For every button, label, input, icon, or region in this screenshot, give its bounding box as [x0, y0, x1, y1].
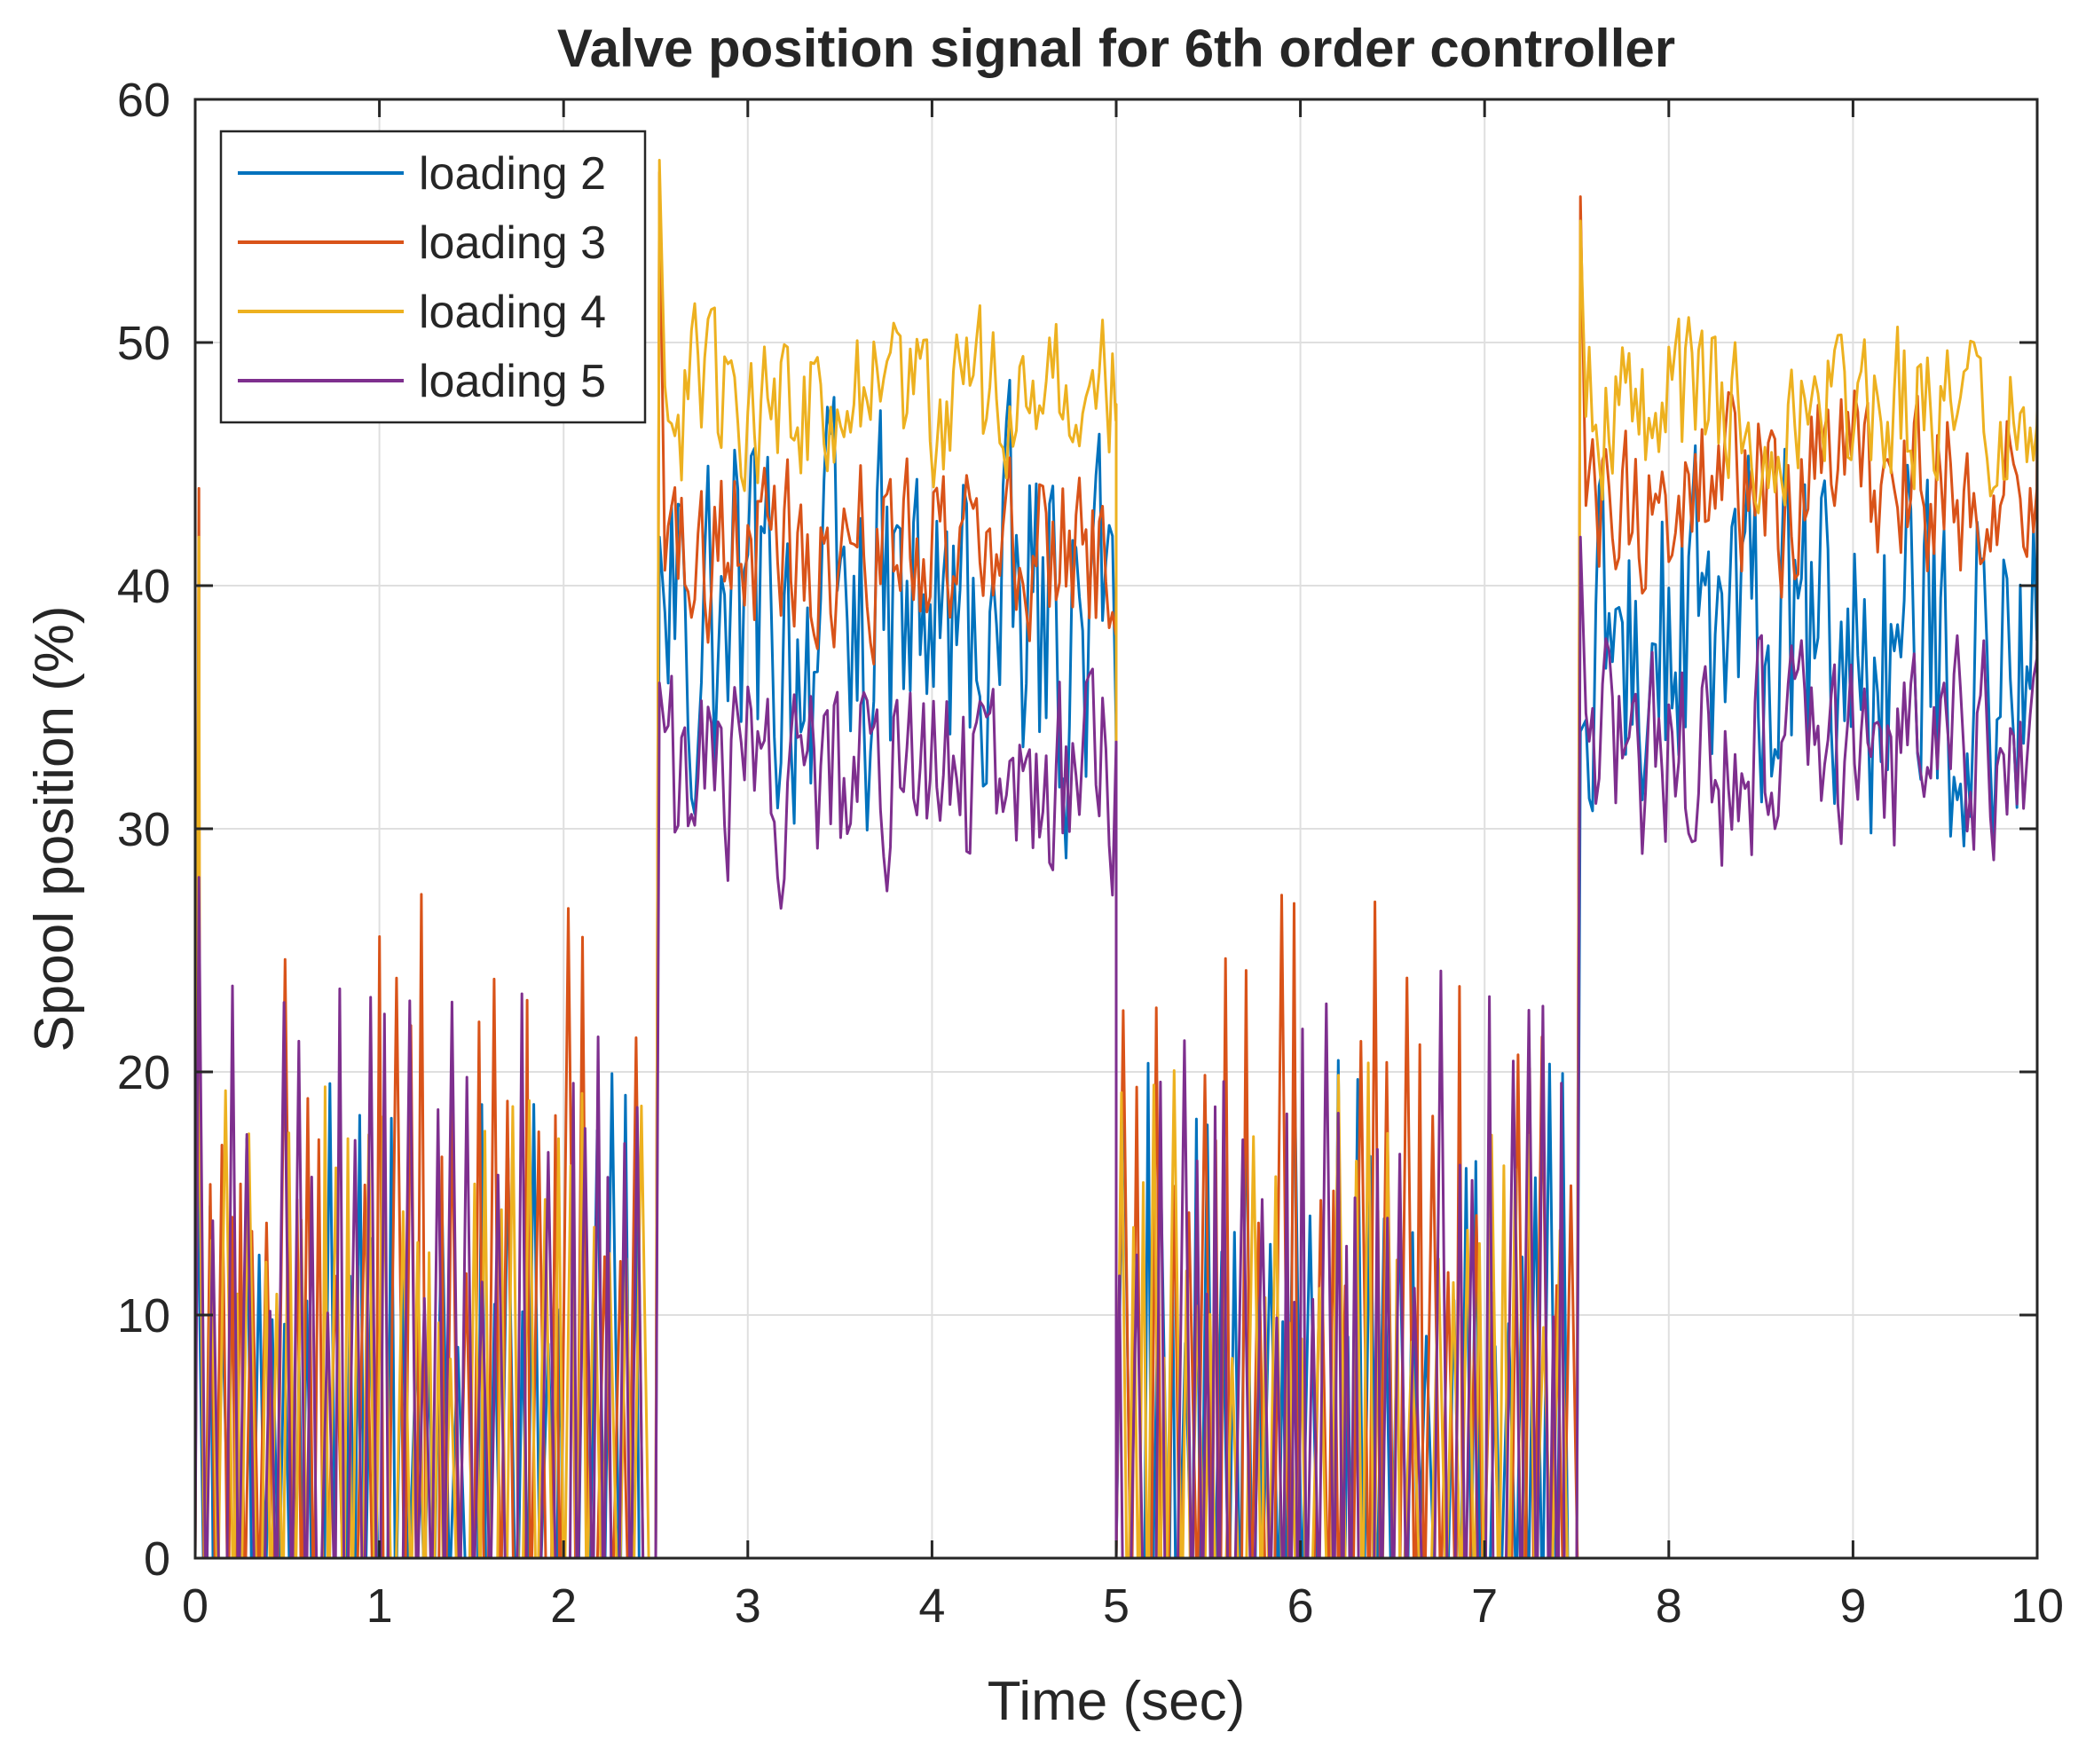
y-tick-label: 10 [117, 1289, 170, 1343]
y-tick-label: 40 [117, 560, 170, 613]
x-tick-label: 7 [1471, 1579, 1498, 1633]
legend-box [219, 130, 647, 424]
x-tick-label: 8 [1656, 1579, 1682, 1633]
x-tick-label: 10 [2011, 1579, 2064, 1633]
chart-title: Valve position signal for 6th order cont… [557, 19, 1675, 78]
x-tick-label: 1 [366, 1579, 393, 1633]
legend-label: loading 3 [419, 217, 606, 269]
x-tick-label: 5 [1103, 1579, 1130, 1633]
x-tick-label: 0 [182, 1579, 209, 1633]
y-tick-label: 60 [117, 74, 170, 127]
y-tick-label: 20 [117, 1046, 170, 1099]
y-tick-label: 30 [117, 803, 170, 856]
legend-label: loading 5 [419, 356, 606, 407]
y-tick-label: 50 [117, 317, 170, 370]
x-axis-label: Time (sec) [988, 1671, 1245, 1732]
y-axis-label: Spool position (%) [24, 605, 85, 1051]
legend: loading 2 loading 3 loading 4 loading 5 [219, 130, 647, 424]
x-tick-label: 9 [1839, 1579, 1866, 1633]
x-tick-label: 3 [735, 1579, 761, 1633]
series-line-loading-4 [193, 159, 2039, 1560]
x-tick-label: 2 [550, 1579, 577, 1633]
axis-ticks: 0 1 2 3 4 5 6 7 8 9 10 0 10 20 30 40 50 60 [117, 74, 2064, 1633]
legend-label: loading 4 [419, 287, 606, 338]
x-tick-label: 6 [1287, 1579, 1314, 1633]
y-tick-label: 0 [144, 1532, 170, 1586]
x-tick-label: 4 [918, 1579, 945, 1633]
plot-frame [193, 98, 2039, 1560]
legend-label: loading 2 [419, 148, 606, 200]
